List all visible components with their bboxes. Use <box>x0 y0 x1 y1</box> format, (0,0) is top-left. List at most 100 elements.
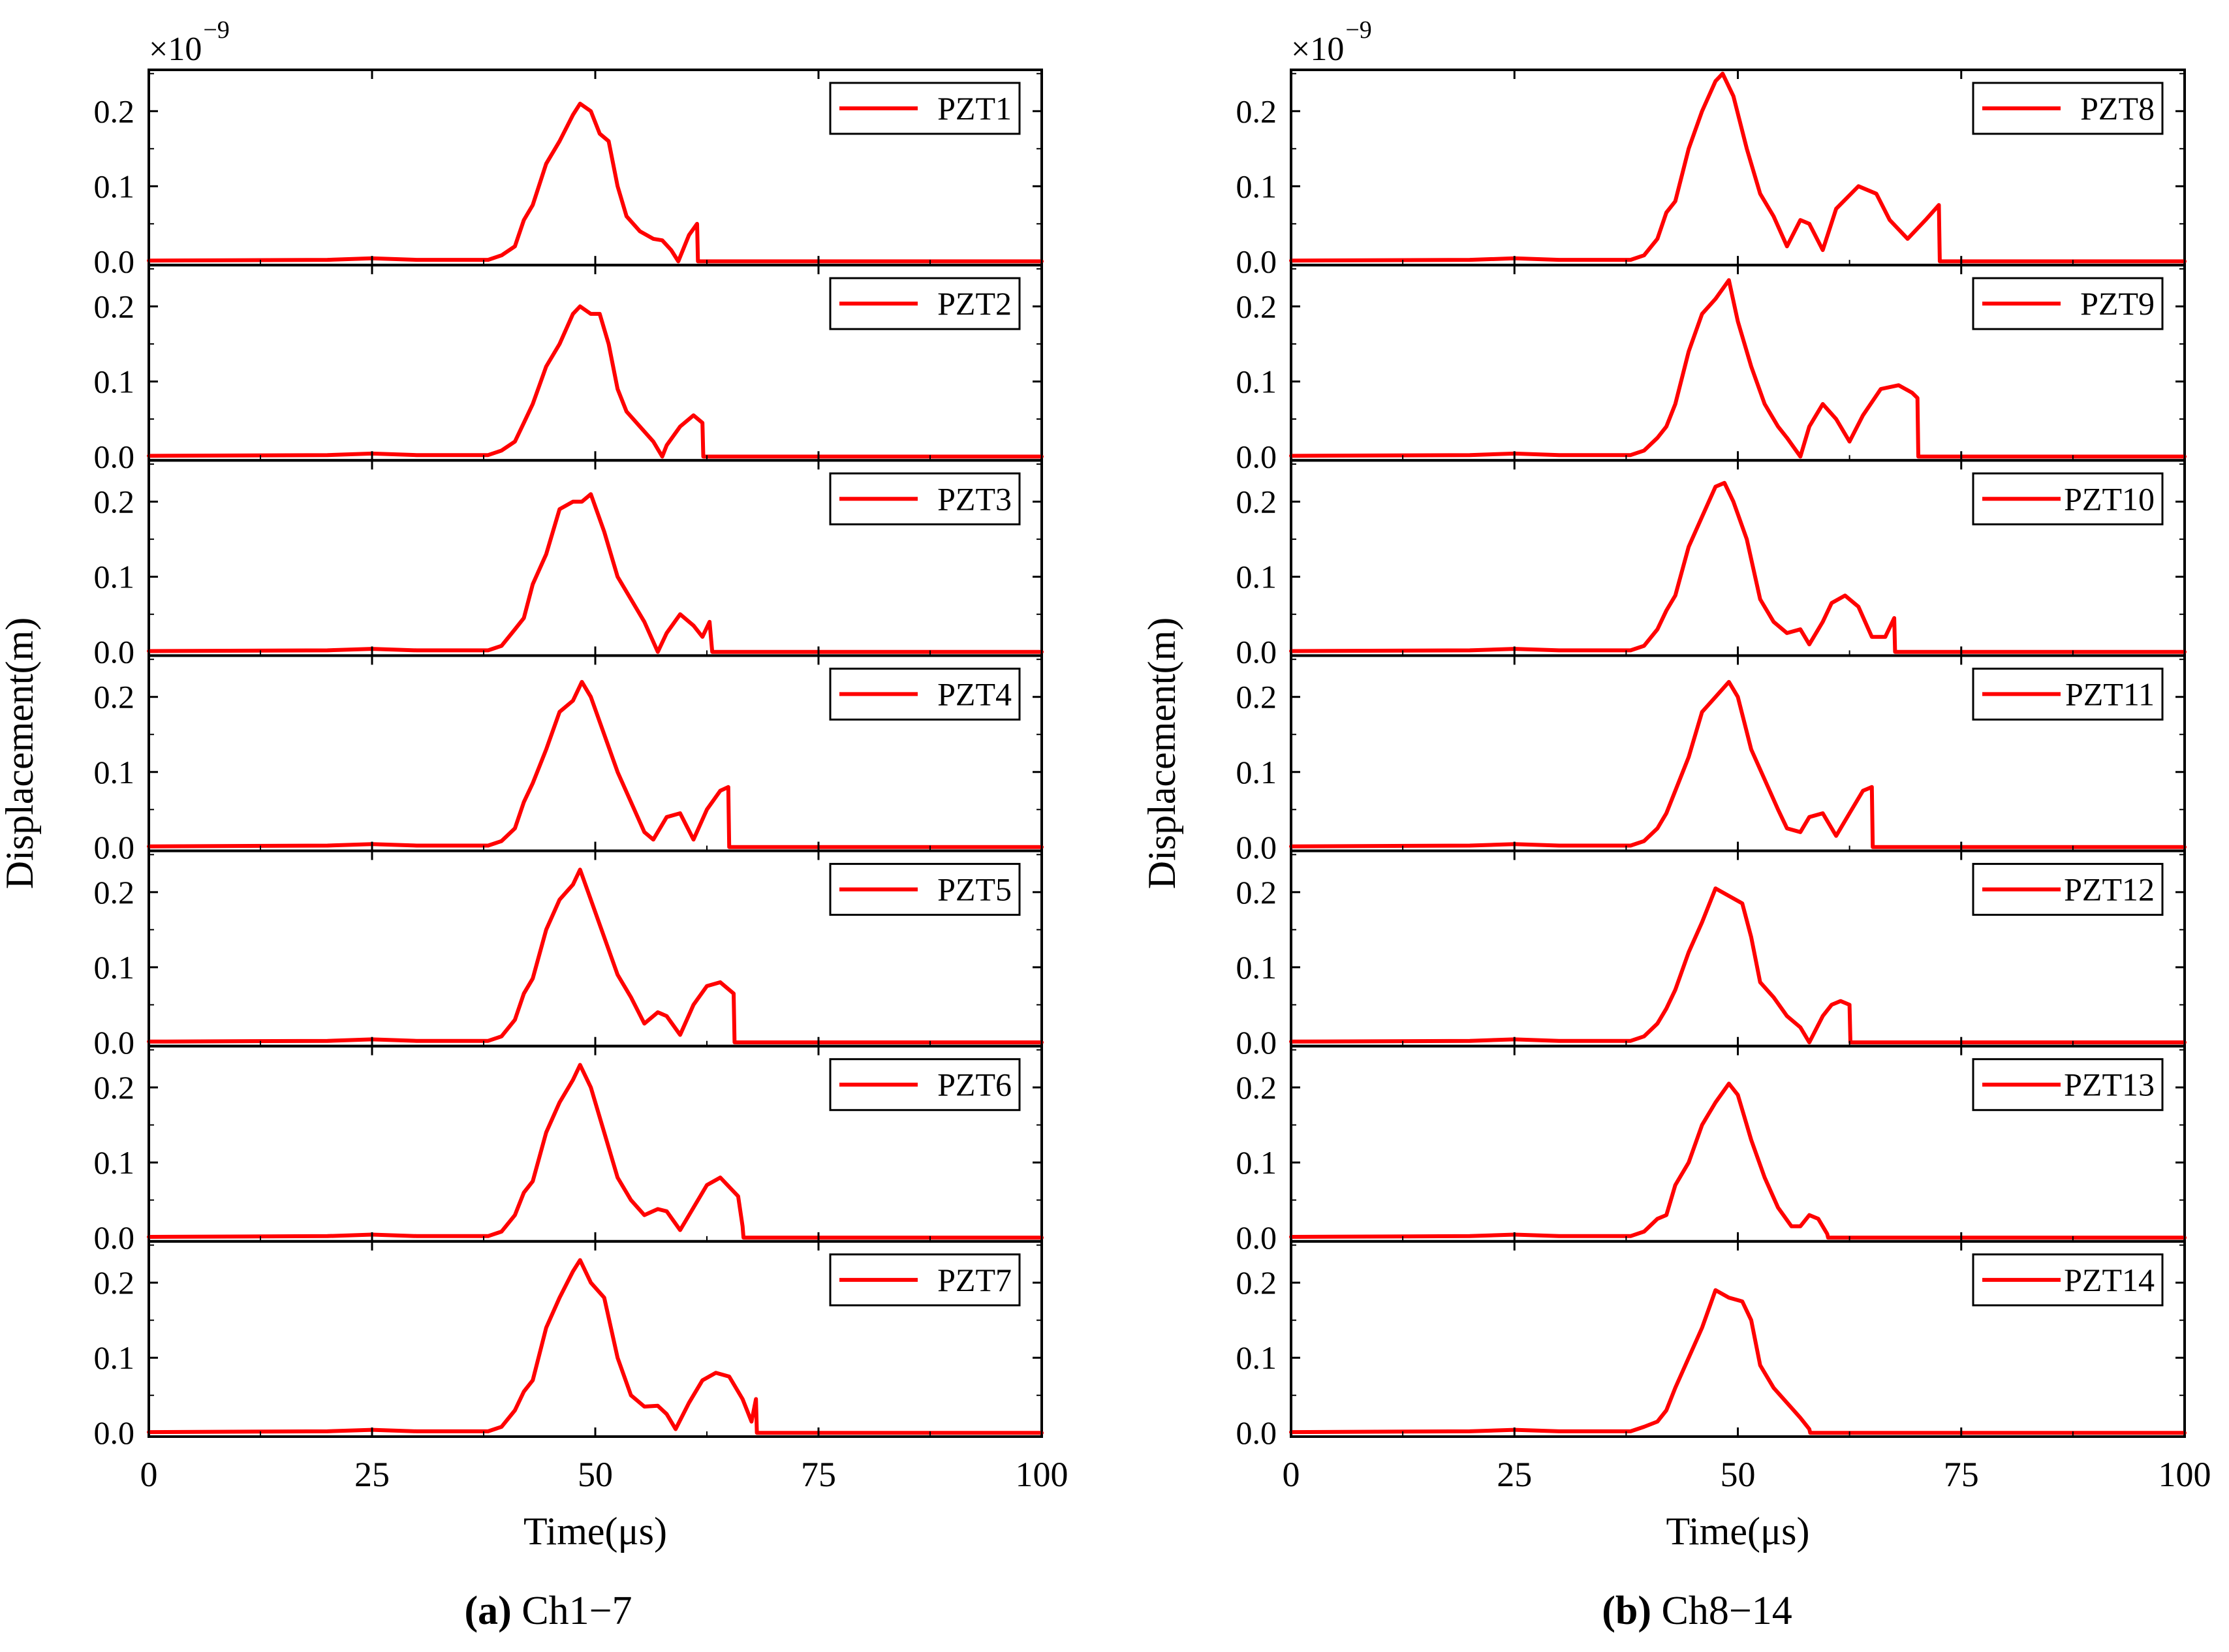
y-tick-label: 0.0 <box>94 439 135 475</box>
y-tick-label: 0.1 <box>94 1144 135 1181</box>
y-tick-label: 0.0 <box>1236 439 1277 475</box>
panel-pzt9: 0.0 0.1 0.2 PZT9 <box>1236 264 2187 475</box>
legend: PZT8 <box>1972 82 2164 135</box>
x-tick-label: 100 <box>2159 1455 2211 1494</box>
legend-label: PZT6 <box>937 1067 1012 1103</box>
legend-label: PZT8 <box>2080 90 2155 127</box>
series-line-pzt12 <box>1289 886 2187 1044</box>
panel-pzt6: 0.0 0.1 0.2 PZT6 <box>94 1044 1044 1256</box>
caption-letter: (a) <box>464 1589 511 1633</box>
panel-pzt12: 0.0 0.1 0.2 PZT12 <box>1236 849 2187 1061</box>
series-line-pzt7 <box>147 1258 1044 1435</box>
y-tick-label: 0.1 <box>1236 754 1277 790</box>
y-tick-label: 0.2 <box>1236 288 1277 324</box>
legend: PZT1 <box>829 82 1021 135</box>
panel-pzt8: 0.0 0.1 0.2 PZT8 <box>1236 69 2187 279</box>
x-axis-title: Time(μs) <box>1666 1510 1810 1553</box>
y-tick-label: 0.1 <box>94 168 135 204</box>
y-tick-label: 0.0 <box>1236 829 1277 865</box>
panel-pzt1: 0.0 0.1 0.2 PZT1 <box>94 69 1044 279</box>
legend: PZT4 <box>829 667 1021 721</box>
y-tick-label: 0.2 <box>1236 874 1277 911</box>
legend-box <box>1972 1058 2164 1112</box>
legend-label: PZT10 <box>2064 480 2155 517</box>
subfigure-caption: (a) Ch1−7 <box>464 1589 632 1633</box>
y-tick-label: 0.0 <box>1236 634 1277 670</box>
y-tick-label: 0.2 <box>1236 484 1277 520</box>
series-line-pzt4 <box>147 679 1044 849</box>
legend-box <box>1972 667 2164 721</box>
legend-label: PZT4 <box>937 676 1012 712</box>
y-tick-label: 0.1 <box>1236 559 1277 595</box>
panel-pzt13: 0.0 0.1 0.2 PZT13 <box>1236 1044 2187 1256</box>
y-tick-label: 0.0 <box>94 243 135 279</box>
series-line-pzt11 <box>1289 679 2187 849</box>
y-tick-label: 0.1 <box>94 754 135 790</box>
legend: PZT11 <box>1972 667 2164 721</box>
legend: PZT5 <box>829 863 1021 916</box>
y-tick-label: 0.2 <box>1236 679 1277 715</box>
caption-text: Ch8−14 <box>1651 1589 1792 1633</box>
y-tick-label: 0.2 <box>94 679 135 715</box>
x-tick-label: 50 <box>578 1455 613 1494</box>
legend: PZT10 <box>1972 472 2164 525</box>
y-tick-label: 0.0 <box>94 1414 135 1451</box>
y-tick-label: 0.1 <box>94 559 135 595</box>
y-tick-label: 0.2 <box>94 1264 135 1301</box>
series-line-pzt1 <box>147 101 1044 264</box>
series-line-pzt6 <box>147 1063 1044 1240</box>
y-tick-label: 0.2 <box>94 874 135 911</box>
y-tick-label: 0.1 <box>94 949 135 986</box>
x-axis-title: Time(μs) <box>523 1510 667 1553</box>
y-tick-label: 0.0 <box>94 634 135 670</box>
panel-pzt2: 0.0 0.1 0.2 PZT2 <box>94 264 1044 475</box>
legend: PZT14 <box>1972 1253 2164 1307</box>
scale-multiplier: ×10 <box>149 31 202 68</box>
y-tick-label: 0.1 <box>1236 168 1277 204</box>
y-tick-label: 0.1 <box>94 363 135 399</box>
chart-group-2: 0.0 0.1 0.2 PZT8 0.0 0.1 0.2 PZT9 0.0 0.1 0.2 PZT10… <box>1140 16 2211 1633</box>
series-line-pzt9 <box>1289 278 2187 459</box>
legend: PZT2 <box>829 277 1021 330</box>
series-line-pzt5 <box>147 867 1044 1044</box>
y-tick-label: 0.2 <box>94 93 135 129</box>
panel-pzt4: 0.0 0.1 0.2 PZT4 <box>94 654 1044 865</box>
legend-label: PZT7 <box>937 1262 1012 1298</box>
y-tick-label: 0.1 <box>94 1339 135 1376</box>
panel-pzt11: 0.0 0.1 0.2 PZT11 <box>1236 654 2187 865</box>
y-tick-label: 0.0 <box>1236 1024 1277 1061</box>
x-tick-label: 75 <box>1944 1455 1979 1494</box>
legend-label: PZT1 <box>937 90 1012 127</box>
y-tick-label: 0.1 <box>1236 1144 1277 1181</box>
legend: PZT6 <box>829 1058 1021 1112</box>
series-line-pzt3 <box>147 492 1044 654</box>
y-tick-label: 0.0 <box>1236 243 1277 279</box>
legend-label: PZT5 <box>937 871 1012 908</box>
legend-label: PZT14 <box>2064 1262 2155 1298</box>
y-tick-label: 0.1 <box>1236 949 1277 986</box>
legend-label: PZT11 <box>2065 676 2155 712</box>
y-tick-label: 0.1 <box>1236 1339 1277 1376</box>
legend-label: PZT13 <box>2064 1067 2155 1103</box>
y-tick-label: 0.2 <box>94 288 135 324</box>
x-tick-label: 0 <box>1283 1455 1300 1494</box>
scale-multiplier-exponent: −9 <box>203 16 229 44</box>
series-line-pzt2 <box>147 304 1044 459</box>
x-tick-label: 75 <box>801 1455 836 1494</box>
x-tick-label: 25 <box>1497 1455 1532 1494</box>
x-tick-label: 0 <box>140 1455 158 1494</box>
legend: PZT7 <box>829 1253 1021 1307</box>
series-line-pzt10 <box>1289 480 2187 654</box>
legend: PZT9 <box>1972 277 2164 330</box>
panel-pzt14: 0.0 0.1 0.2 PZT14 <box>1236 1239 2187 1451</box>
y-tick-label: 0.0 <box>1236 1219 1277 1256</box>
series-line-pzt14 <box>1289 1288 2187 1435</box>
panel-pzt10: 0.0 0.1 0.2 PZT10 <box>1236 459 2187 670</box>
x-tick-label: 100 <box>1016 1455 1068 1494</box>
scale-multiplier-exponent: −9 <box>1345 16 1371 44</box>
legend: PZT13 <box>1972 1058 2164 1112</box>
y-tick-label: 0.0 <box>94 829 135 865</box>
